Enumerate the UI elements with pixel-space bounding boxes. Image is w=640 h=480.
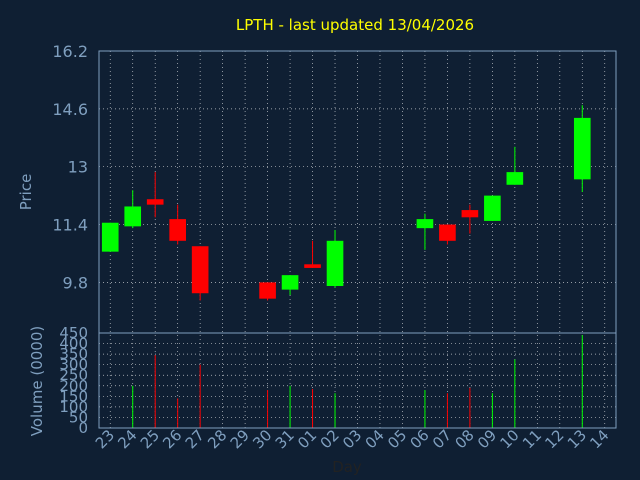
candle-body — [573, 117, 591, 180]
volume-tick-label: 300 — [59, 356, 88, 374]
volume-tick-label: 50 — [69, 408, 88, 426]
price-series — [101, 105, 591, 301]
price-axis-label: Price — [17, 174, 35, 211]
candle-body — [506, 172, 524, 185]
volume-series — [132, 335, 583, 428]
candle-body — [484, 195, 501, 221]
candle-body — [461, 210, 479, 218]
price-tick-label: 16.2 — [52, 42, 88, 61]
volume-tick-label: 250 — [59, 366, 88, 384]
volume-tick-label: 400 — [59, 335, 88, 353]
candle-body — [101, 222, 119, 252]
price-tick-label: 11.4 — [52, 216, 88, 235]
candle-body — [259, 282, 276, 299]
price-tick-label: 13 — [68, 158, 88, 177]
candle-body — [169, 219, 186, 241]
x-axis-label: Day — [332, 458, 362, 476]
volume-tick-label: 0 — [78, 419, 88, 437]
chart-title: LPTH - last updated 13/04/2026 — [236, 16, 474, 34]
volume-panel-frame — [98, 332, 617, 429]
price-tick-label: 14.6 — [52, 100, 88, 119]
candle-body — [304, 264, 321, 268]
volume-tick-label: 450 — [59, 324, 88, 342]
candle-body — [191, 246, 209, 294]
volume-axis-label: Volume (0000) — [28, 326, 46, 436]
candle-body — [146, 199, 164, 205]
volume-tick-label: 100 — [59, 398, 88, 416]
volume-tick-label: 150 — [59, 387, 88, 405]
candle-body — [326, 240, 344, 286]
price-tick-label: 9.8 — [63, 273, 88, 292]
candle-body — [124, 206, 142, 227]
volume-tick-label: 200 — [59, 377, 88, 395]
axes-frame — [98, 50, 617, 429]
volume-tick-label: 350 — [59, 345, 88, 363]
candle-body — [439, 224, 456, 241]
candle-body — [416, 219, 434, 229]
candle-body — [281, 275, 299, 290]
